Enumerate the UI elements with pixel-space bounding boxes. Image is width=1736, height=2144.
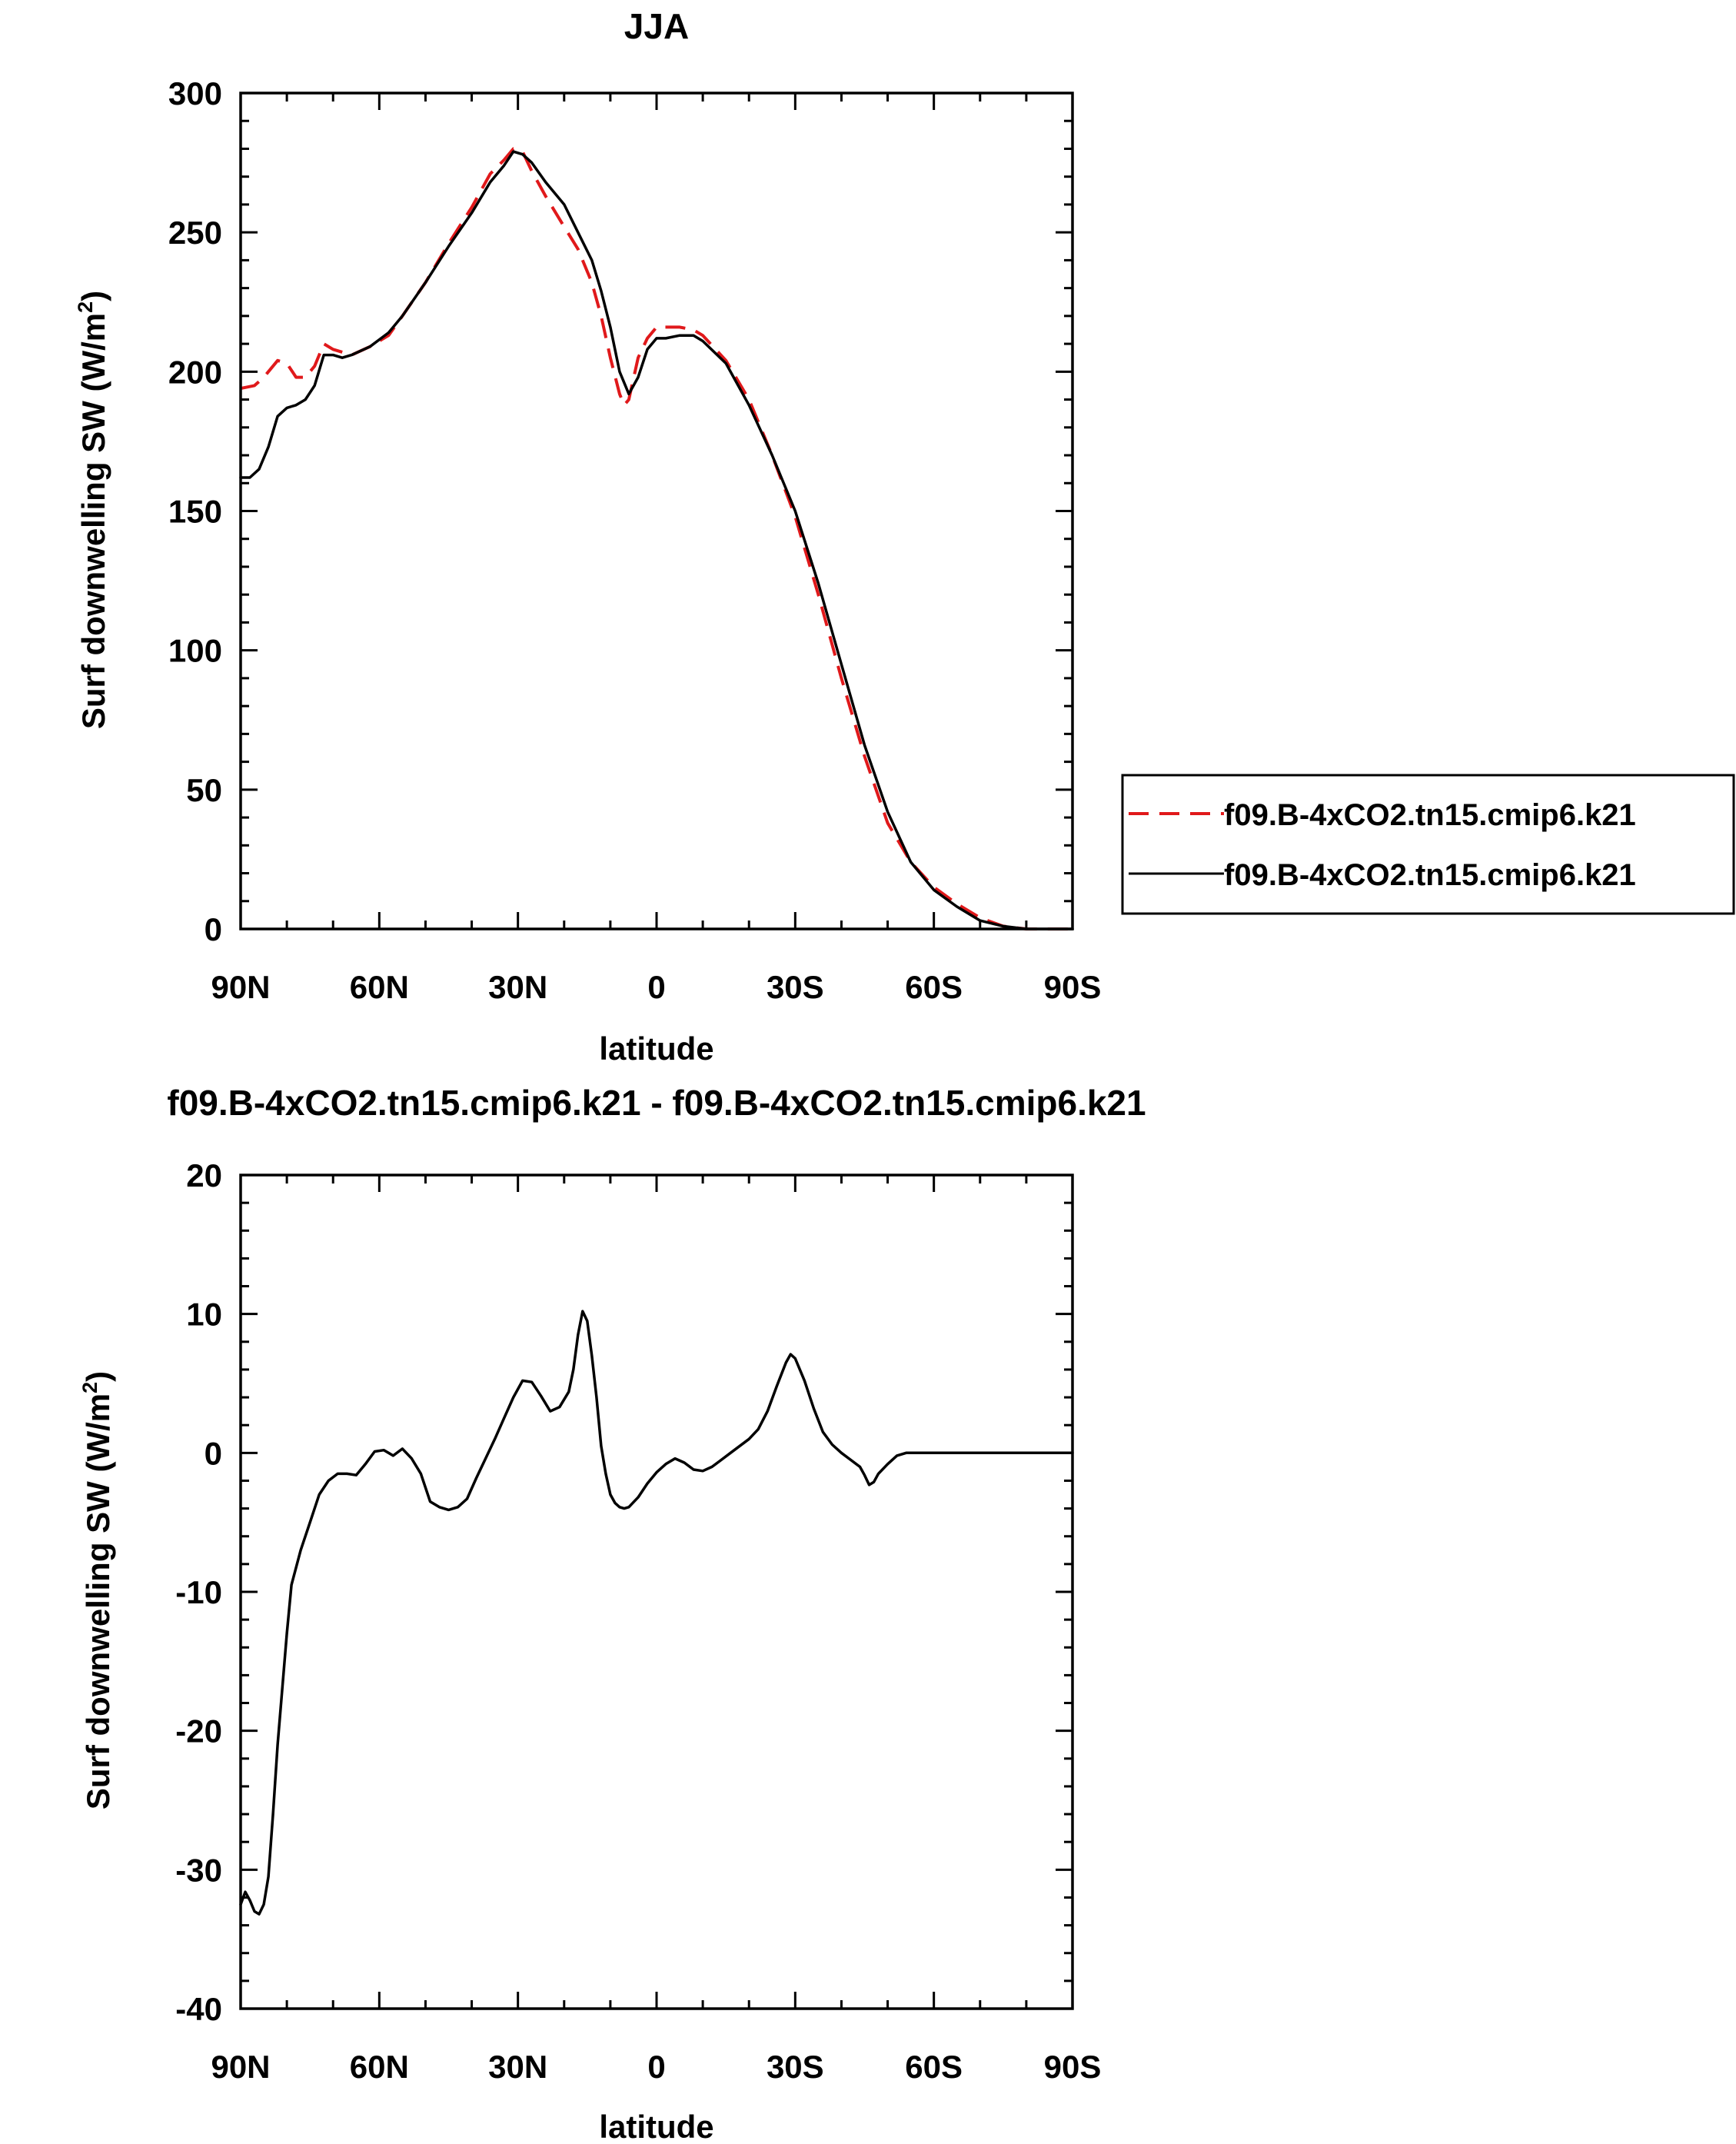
top-x-tick-label: 0: [647, 969, 665, 1005]
bottom-x-tick-label: 30S: [767, 2049, 824, 2085]
bottom-y-ticks: -40 -30 -20 -10 0 10 20: [175, 1157, 1073, 2027]
top-chart-title: JJA: [624, 6, 689, 46]
top-x-tick-label: 60S: [905, 969, 963, 1005]
top-y-tick-label: 100: [168, 633, 222, 669]
bottom-x-tick-label: 90N: [211, 2049, 270, 2085]
bottom-chart-title: f09.B-4xCO2.tn15.cmip6.k21 - f09.B-4xCO2…: [167, 1083, 1146, 1123]
top-x-tick-label: 30S: [767, 969, 824, 1005]
top-y-tick-label: 150: [168, 494, 222, 530]
top-x-tick-label: 90S: [1044, 969, 1102, 1005]
bottom-series-layer: [239, 1310, 1074, 1916]
bottom-x-axis-label: latitude: [599, 2109, 713, 2144]
bottom-y-axis-label: Surf downwelling SW (W/m2): [78, 1371, 116, 1809]
bottom-y-tick-label: 0: [205, 1435, 222, 1471]
bottom-series-line-1: [239, 1310, 1074, 1916]
bottom-x-tick-label: 0: [647, 2049, 665, 2085]
bottom-x-tick-label: 60N: [350, 2049, 409, 2085]
top-x-tick-label: 30N: [488, 969, 547, 1005]
top-y-tick-label: 0: [205, 911, 222, 947]
top-y-axis-label-main: Surf downwelling SW (W/m: [75, 313, 111, 729]
legend-entry-1: f09.B-4xCO2.tn15.cmip6.k21: [1224, 798, 1636, 832]
top-y-axis-label-sup: 2: [74, 301, 97, 313]
bottom-y-tick-label: -40: [175, 1991, 222, 2027]
bottom-y-tick-label: -30: [175, 1852, 222, 1888]
bottom-y-tick-label: 20: [186, 1157, 222, 1194]
top-y-tick-label: 300: [168, 75, 222, 112]
top-panel: JJA 0 50 100 150 200 250 300 90N 60N 30N 0 30S 60S 9…: [74, 6, 1735, 1067]
top-series-line-1: [240, 147, 1073, 931]
bottom-x-tick-label: 30N: [488, 2049, 547, 2085]
bottom-panel: f09.B-4xCO2.tn15.cmip6.k21 - f09.B-4xCO2…: [78, 1083, 1146, 2144]
bottom-x-tick-label: 90S: [1044, 2049, 1102, 2085]
top-series-line-2: [239, 150, 1074, 931]
bottom-plot-border: [239, 1174, 1074, 2010]
bottom-x-tick-label: 60S: [905, 2049, 963, 2085]
bottom-y-axis-label-sup: 2: [78, 1382, 101, 1393]
legend-box: [1121, 774, 1735, 915]
legend-entry-2: f09.B-4xCO2.tn15.cmip6.k21: [1224, 858, 1636, 892]
top-y-tick-label: 50: [186, 772, 222, 808]
bottom-y-tick-label: -20: [175, 1713, 222, 1749]
legend: f09.B-4xCO2.tn15.cmip6.k21 f09.B-4xCO2.t…: [1121, 774, 1735, 915]
top-y-axis-label: Surf downwelling SW (W/m2): [74, 291, 111, 729]
top-plot-border: [239, 92, 1074, 931]
top-y-tick-label: 200: [168, 354, 222, 390]
top-series-layer: [239, 147, 1074, 931]
top-x-tick-label: 60N: [350, 969, 409, 1005]
bottom-y-axis-label-main: Surf downwelling SW (W/m: [80, 1393, 116, 1809]
top-y-axis-label-end: ): [75, 291, 111, 301]
top-x-tick-label: 90N: [211, 969, 270, 1005]
top-y-tick-label: 250: [168, 215, 222, 251]
bottom-y-tick-label: 10: [186, 1297, 222, 1333]
bottom-plot-frame: [239, 1174, 1074, 2010]
top-plot-frame: [239, 92, 1074, 931]
top-y-ticks: 0 50 100 150 200 250 300: [168, 75, 1073, 947]
bottom-y-tick-label: -10: [175, 1574, 222, 1610]
bottom-y-axis-label-end: ): [80, 1371, 116, 1382]
top-x-axis-label: latitude: [599, 1030, 713, 1067]
